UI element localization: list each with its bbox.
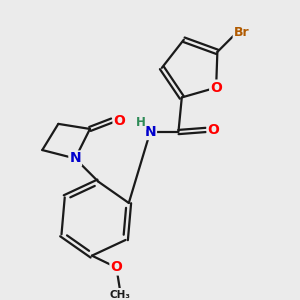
Text: H: H	[136, 116, 146, 129]
Text: CH₃: CH₃	[109, 290, 130, 300]
Text: O: O	[210, 81, 222, 94]
Text: O: O	[113, 113, 125, 128]
Text: Br: Br	[234, 26, 249, 39]
Text: N: N	[69, 152, 81, 166]
Text: O: O	[110, 260, 122, 274]
Text: N: N	[144, 125, 156, 139]
Text: O: O	[208, 123, 219, 137]
